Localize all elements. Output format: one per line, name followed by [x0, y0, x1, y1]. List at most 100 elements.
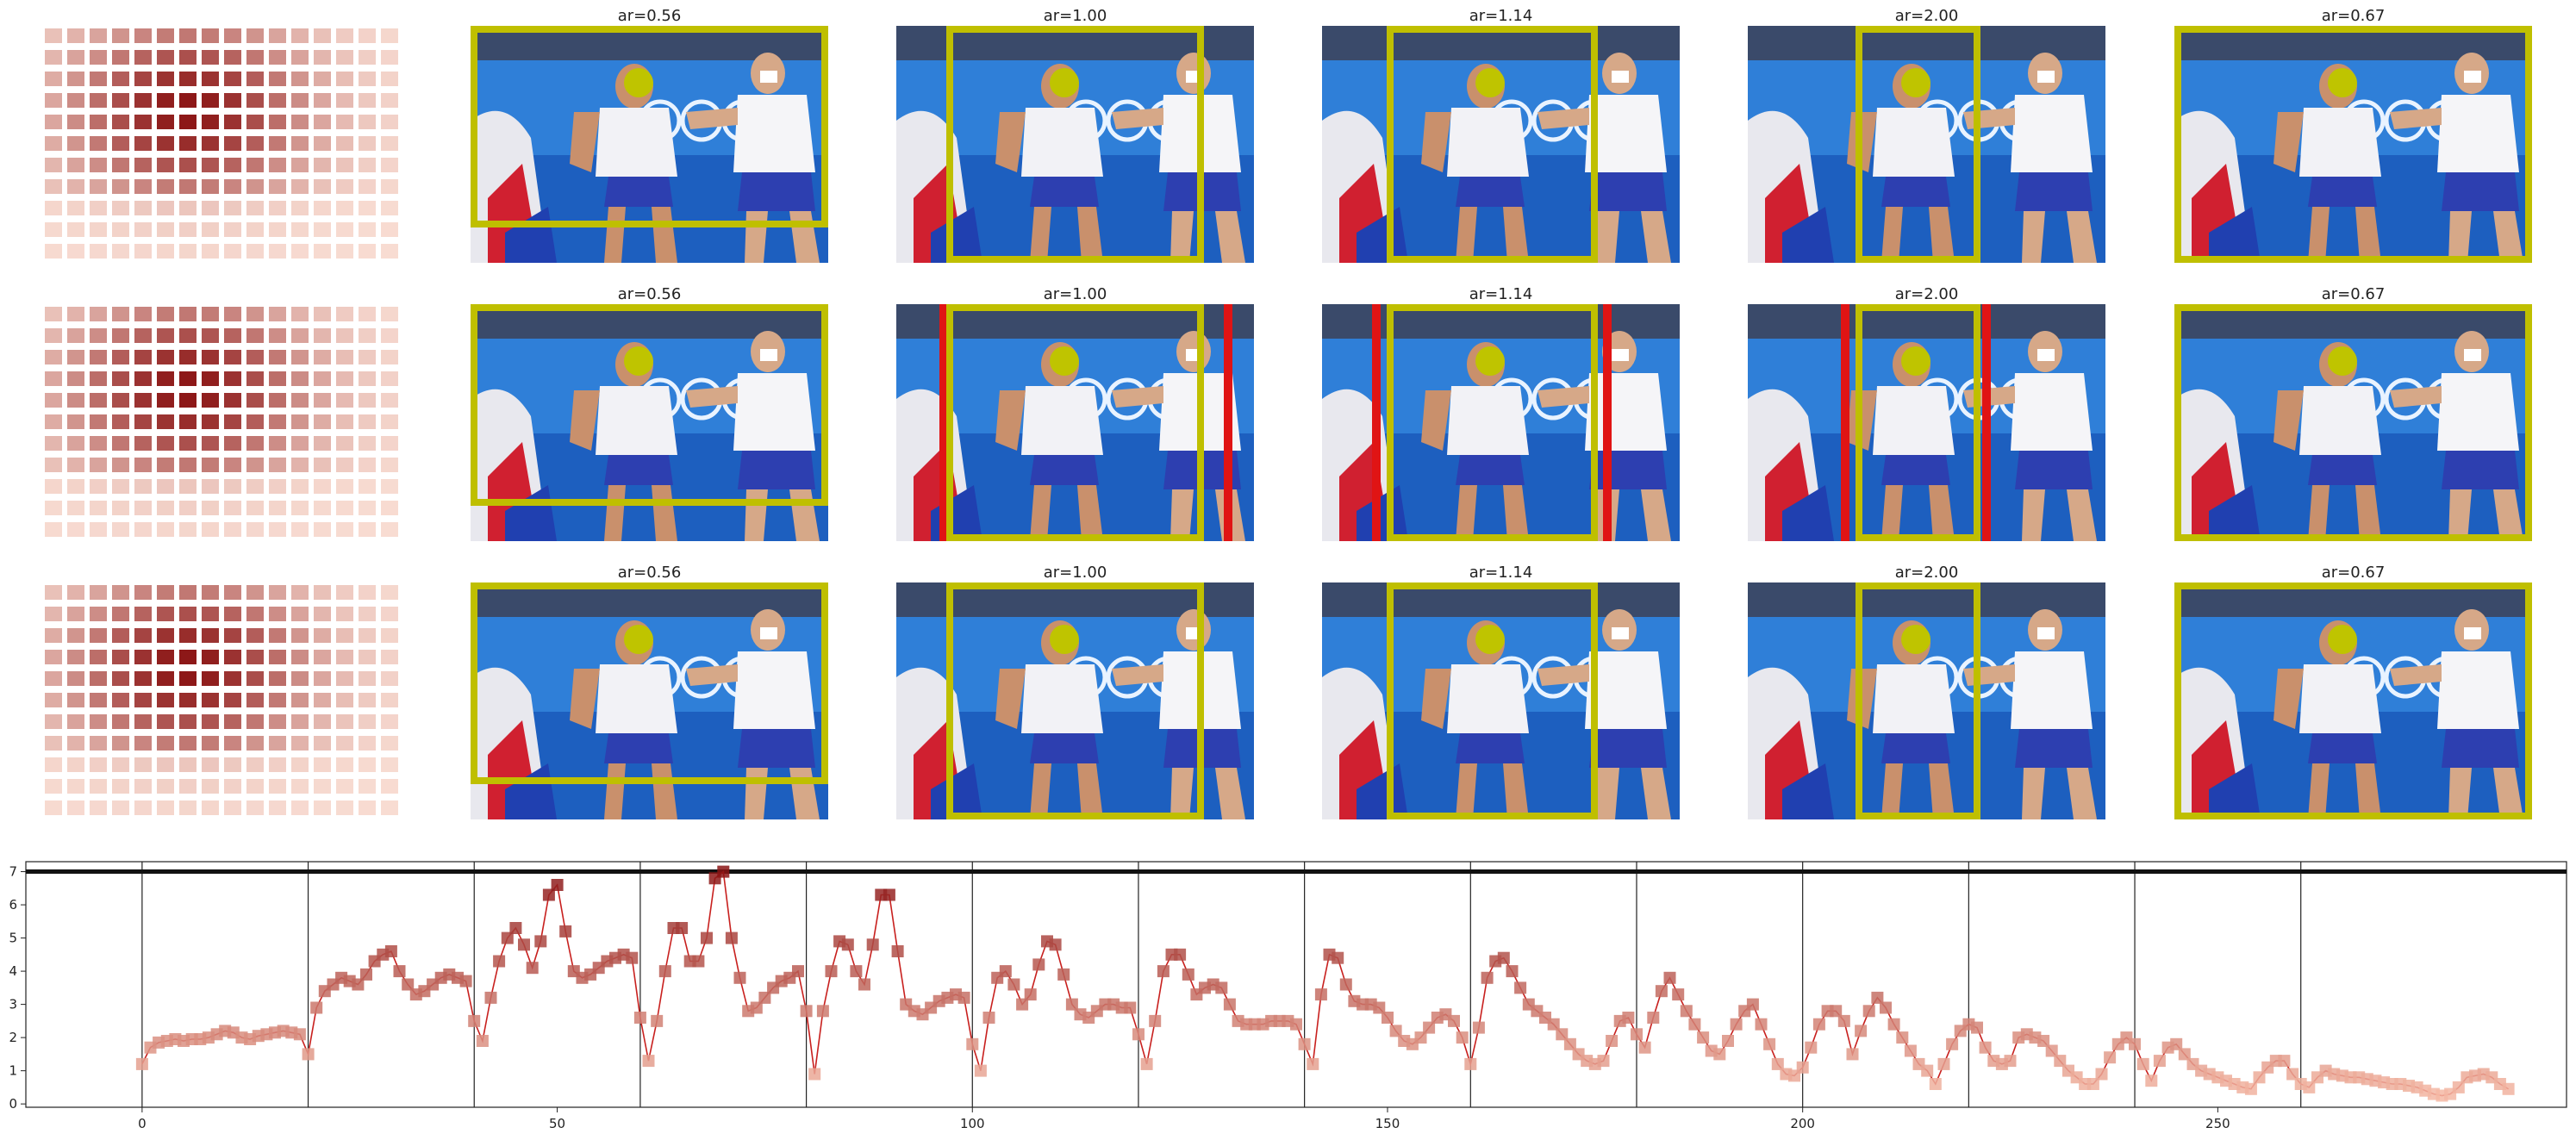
heatmap-cell — [359, 736, 376, 751]
heatmap-cell — [224, 28, 241, 43]
heatmap-cell — [336, 650, 353, 664]
heatmap-cell — [291, 522, 309, 537]
heatmap-cell — [179, 671, 196, 686]
score-point — [1680, 1005, 1693, 1018]
heatmap-cell — [269, 393, 286, 408]
face-center-dot — [1475, 68, 1506, 97]
score-point — [542, 888, 555, 901]
heatmap-cell — [269, 757, 286, 772]
heatmap-cell — [291, 757, 309, 772]
face-center-dot — [2328, 625, 2358, 654]
heatmap-cell — [112, 179, 129, 194]
score-point — [1339, 978, 1352, 991]
heatmap-cell — [381, 628, 398, 643]
crop-box — [1855, 582, 1980, 819]
heatmap-cell — [90, 50, 107, 65]
heatmap-cell — [269, 693, 286, 707]
heatmap-cell — [291, 650, 309, 664]
x-tick-label: 250 — [2205, 1116, 2230, 1131]
crop-box — [946, 582, 1204, 819]
heatmap-cell — [269, 628, 286, 643]
y-tick-label: 2 — [9, 1030, 17, 1045]
heatmap-cell — [269, 244, 286, 259]
heatmap-cell — [134, 628, 152, 643]
gymnast-photo — [896, 26, 1254, 263]
face-center-dot — [624, 346, 654, 376]
score-point — [982, 1012, 995, 1024]
score-point — [2286, 1068, 2299, 1081]
heatmap-cell — [157, 371, 174, 386]
heatmap-cell — [90, 693, 107, 707]
heatmap-cell — [157, 479, 174, 494]
heatmap-cell — [179, 501, 196, 515]
heatmap-cell — [202, 179, 219, 194]
heatmap-cell — [179, 628, 196, 643]
heatmap-cell — [314, 693, 331, 707]
heatmap-cell — [67, 671, 84, 686]
heatmap-cell — [314, 650, 331, 664]
heatmap-cell — [269, 522, 286, 537]
heatmap-cell — [202, 650, 219, 664]
heatmap-cell — [112, 93, 129, 108]
score-point — [1223, 998, 1236, 1011]
heatmap-cell — [336, 522, 353, 537]
heatmap-cell — [179, 158, 196, 172]
score-point — [676, 922, 689, 934]
heatmap-cell — [157, 393, 174, 408]
crop-aspect-ratio-title: ar=0.56 — [617, 7, 682, 25]
heatmap-cell — [314, 458, 331, 472]
heatmap-cell — [157, 136, 174, 151]
heatmap-cell — [381, 393, 398, 408]
heatmap-cell — [90, 671, 107, 686]
x-tick-label: 150 — [1375, 1116, 1400, 1131]
score-point — [1298, 1037, 1311, 1050]
heatmap-cell — [202, 501, 219, 515]
score-point — [1481, 971, 1494, 984]
heatmap-cell — [336, 28, 353, 43]
heatmap-cell — [157, 585, 174, 600]
heatmap-cell — [381, 93, 398, 108]
heatmap-cell — [202, 72, 219, 86]
heatmap-cell — [67, 693, 84, 707]
heatmap-cell — [112, 585, 129, 600]
score-point — [1946, 1037, 1959, 1050]
heatmap-cell — [179, 136, 196, 151]
heatmap-cell — [90, 28, 107, 43]
heatmap-cell — [112, 736, 129, 751]
heatmap-cell — [45, 393, 62, 408]
crop-panel: ar=2.00 — [1748, 7, 2105, 263]
heatmap-cell — [90, 179, 107, 194]
heatmap-cell — [246, 671, 264, 686]
heatmap-cell — [134, 650, 152, 664]
heatmap-cell — [45, 28, 62, 43]
heatmap-cell — [224, 458, 241, 472]
heatmap-cell — [202, 93, 219, 108]
crop-panel: ar=0.67 — [2174, 7, 2532, 263]
heatmap-cell — [359, 179, 376, 194]
heatmap-cell — [359, 72, 376, 86]
heatmap-cell — [90, 393, 107, 408]
face-center-dot — [1901, 346, 1931, 376]
heatmap-cell — [291, 201, 309, 215]
heatmap-cell — [157, 414, 174, 429]
heatmap-cell — [112, 371, 129, 386]
heatmap-cell — [157, 458, 174, 472]
heatmap-cell — [179, 693, 196, 707]
heatmap-cell — [314, 179, 331, 194]
heatmap-cell — [246, 800, 264, 815]
heatmap-cell — [336, 757, 353, 772]
heatmap-cell — [90, 800, 107, 815]
heatmap-cell — [67, 158, 84, 172]
heatmap-cell — [336, 501, 353, 515]
heatmap-cell — [336, 371, 353, 386]
score-point — [626, 951, 639, 964]
heatmap-cell — [45, 115, 62, 129]
heatmap-cell — [202, 800, 219, 815]
heatmap-cell — [134, 201, 152, 215]
heatmap-cell — [359, 244, 376, 259]
heatmap-cell — [179, 307, 196, 321]
heatmap-cell — [224, 479, 241, 494]
crop-box — [1386, 26, 1598, 263]
crop-box — [471, 304, 828, 506]
heatmap-cell — [67, 607, 84, 621]
